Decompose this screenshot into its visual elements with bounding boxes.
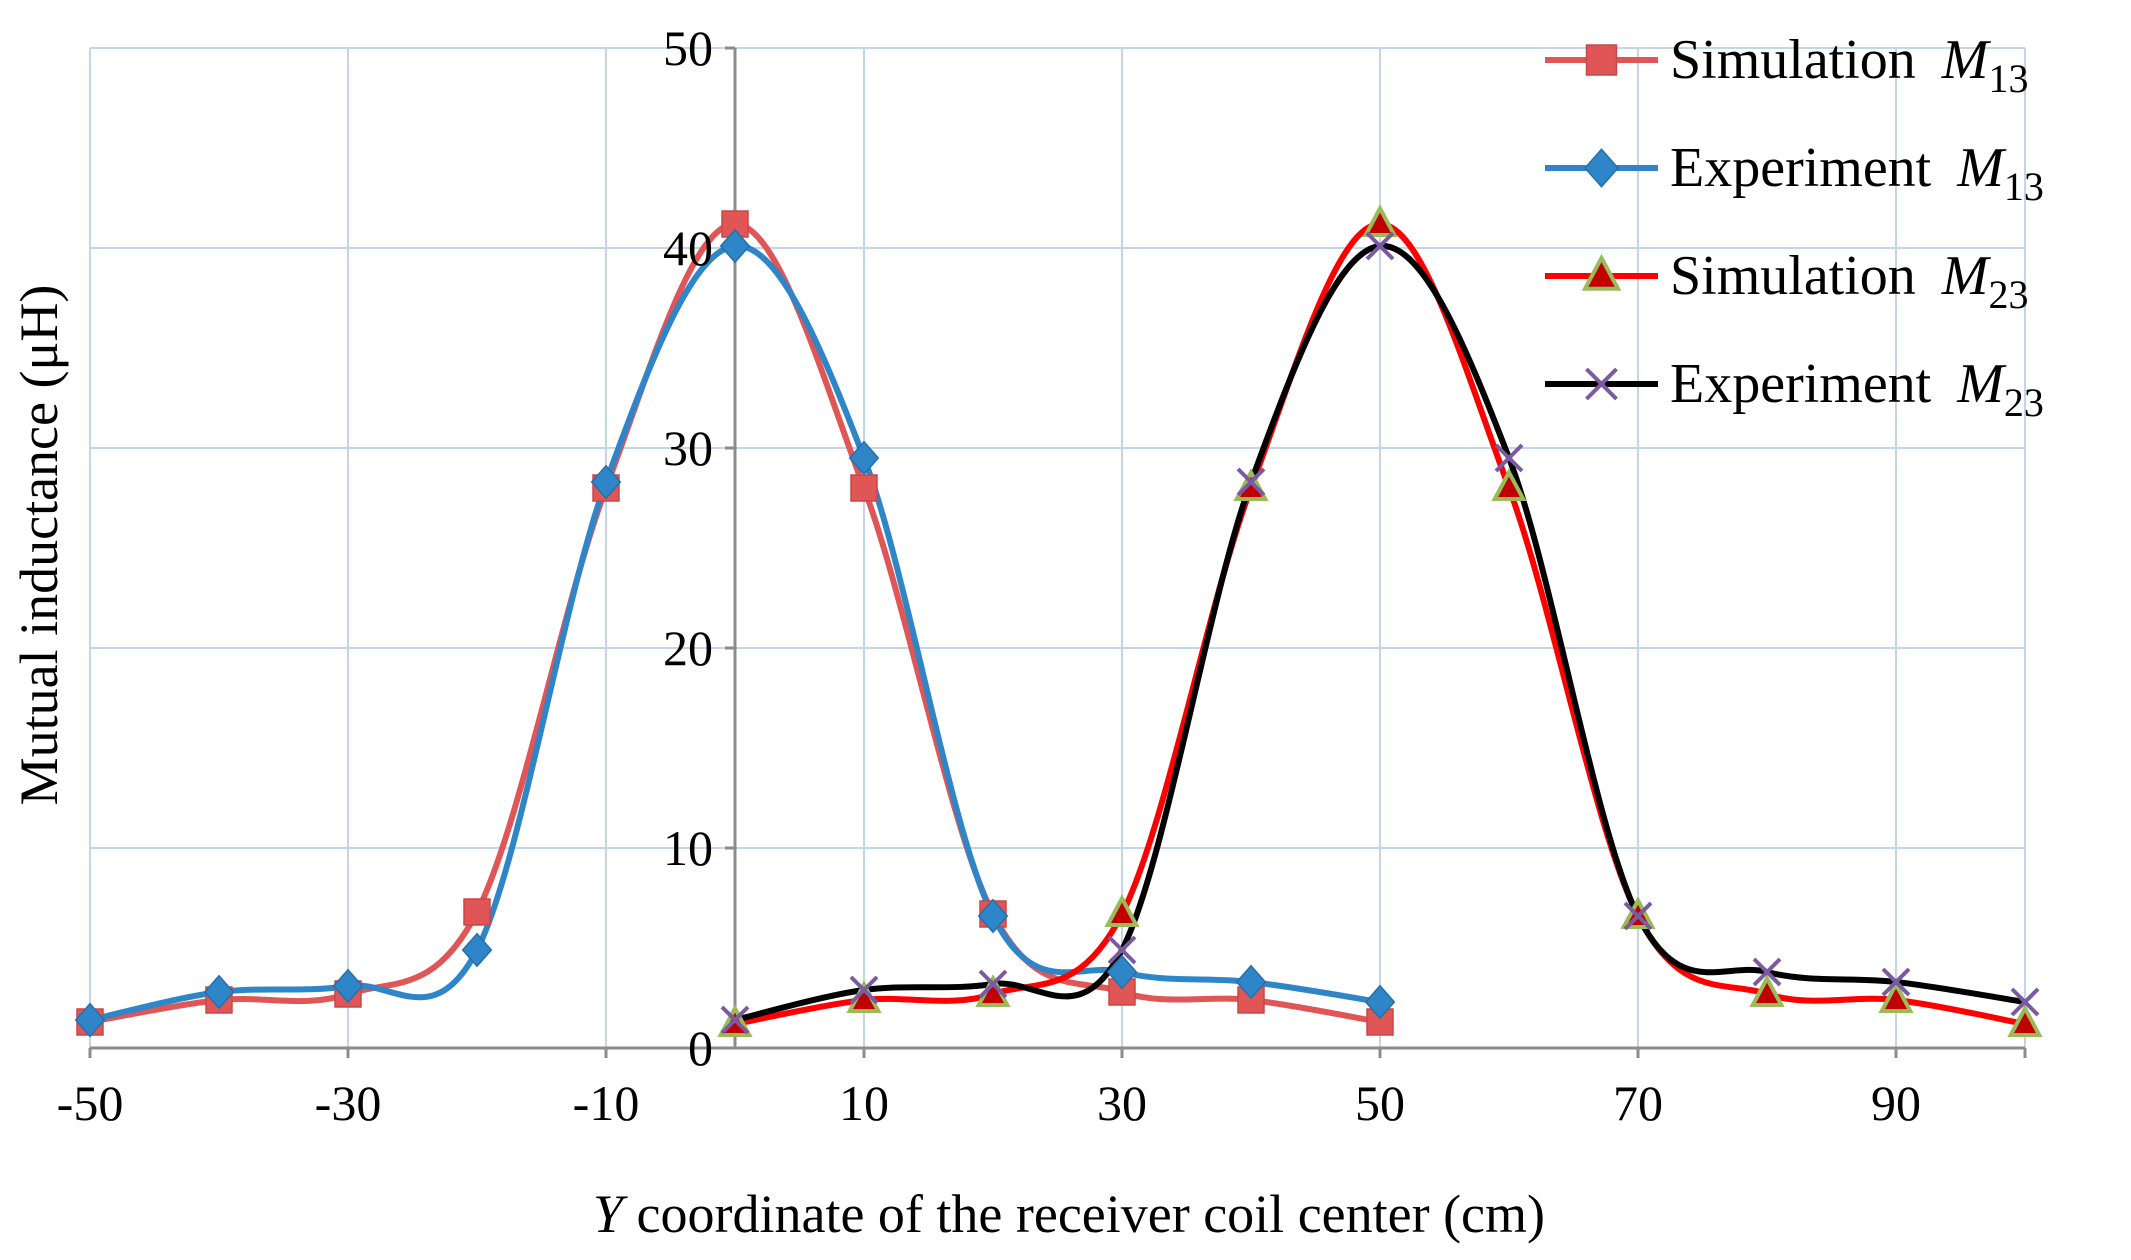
series-4-point-70 — [1623, 901, 1653, 931]
series-2-point-0 — [719, 228, 751, 264]
series-markers-3 — [717, 204, 2043, 1038]
series-lines — [87, 221, 2028, 1027]
legend-label-2: Experiment M13 — [1670, 137, 2044, 209]
series-4-point-90-stroke-b — [1881, 967, 1911, 997]
series-4-point-40 — [1236, 467, 1266, 497]
series-1-point-0 — [721, 210, 749, 238]
legend-label-name-3: Simulation — [1670, 245, 1930, 307]
series-3-point-30 — [1104, 894, 1140, 928]
legend-item-1: Simulation M13 — [1545, 29, 2028, 101]
legend-label-math-2: M — [1956, 137, 2007, 199]
series-markers — [74, 204, 2043, 1038]
series-4-point-50 — [1365, 231, 1395, 261]
series-4-point-20 — [978, 969, 1008, 999]
legend-marker-4 — [1585, 367, 1618, 401]
series-2-point-30 — [1106, 954, 1138, 990]
legend-label-sub-4: 23 — [2004, 380, 2044, 425]
x-tick-label-10: 10 — [839, 1075, 889, 1131]
y-tick-label-50: 50 — [663, 20, 713, 76]
series-4-point-60 — [1494, 443, 1524, 473]
series-3-point-100 — [2007, 1004, 2043, 1038]
y-axis-title: Mutual inductance (μH) — [9, 285, 69, 806]
x-axis-title: Y coordinate of the receiver coil center… — [593, 1184, 1545, 1244]
series-4-point-100-stroke-b — [2010, 987, 2040, 1017]
x-tick-label-30: 30 — [1097, 1075, 1147, 1131]
series-2-point--20 — [461, 932, 493, 968]
series-markers-4 — [720, 231, 2040, 1035]
series-3-point-50 — [1362, 204, 1398, 238]
series-1-point--20 — [463, 898, 491, 926]
series-2-point-20 — [977, 898, 1009, 934]
legend-label-sub-3: 23 — [1988, 272, 2028, 317]
series-4-point-80-stroke-b — [1752, 957, 1782, 987]
series-2-point-40 — [1235, 964, 1267, 1000]
series-3-point-80 — [1749, 974, 1785, 1008]
legend-marker-3 — [1581, 253, 1622, 291]
legend-label-math-3: M — [1941, 245, 1992, 307]
axes — [88, 46, 2027, 1058]
series-4-point-70-stroke-b — [1623, 901, 1653, 931]
x-tick-label--10: -10 — [573, 1075, 640, 1131]
y-tick-label-30: 30 — [663, 420, 713, 476]
series-3-point-90 — [1878, 980, 1914, 1014]
series-markers-2 — [74, 228, 1396, 1038]
x-tick-label-90: 90 — [1871, 1075, 1921, 1131]
legend-marker-4-stroke-b — [1585, 367, 1618, 401]
series-4-point-10-stroke-b — [849, 975, 879, 1005]
series-4-point-0-stroke-b — [720, 1005, 750, 1035]
series-4-point-90 — [1881, 967, 1911, 997]
series-4-point-40-stroke-b — [1236, 467, 1266, 497]
legend-label-name-1: Simulation — [1670, 29, 1930, 91]
legend-label-1: Simulation M13 — [1670, 29, 2028, 101]
x-tick-label-70: 70 — [1613, 1075, 1663, 1131]
series-3-point-40 — [1233, 468, 1269, 502]
y-tick-label-40: 40 — [663, 220, 713, 276]
x-tick-label--30: -30 — [315, 1075, 382, 1131]
legend-label-math-1: M — [1941, 29, 1992, 91]
legend-marker-2 — [1584, 148, 1619, 188]
x-axis-title-text: coordinate of the receiver coil center (… — [623, 1184, 1545, 1244]
series-2-point-10 — [848, 440, 880, 476]
y-tick-label-0: 0 — [688, 1020, 713, 1076]
series-4-point-50-stroke-b — [1365, 231, 1395, 261]
series-2-point--40 — [203, 974, 235, 1010]
series-3-point-60 — [1491, 468, 1527, 502]
series-4-point-30 — [1107, 935, 1137, 965]
series-4-point-80 — [1752, 957, 1782, 987]
series-4-point-20-stroke-b — [978, 969, 1008, 999]
legend-item-3: Simulation M23 — [1545, 245, 2028, 317]
legend-label-name-4: Experiment — [1670, 353, 1945, 415]
tick-labels: -50 -30 -10 10 30 50 70 90 0 10 20 30 40 50 — [57, 20, 1921, 1131]
series-4-point-0 — [720, 1005, 750, 1035]
legend-item-2: Experiment M13 — [1545, 137, 2044, 209]
x-axis-title-variable: Y — [593, 1184, 628, 1244]
series-4-point-100 — [2010, 987, 2040, 1017]
series-4-point-60-stroke-b — [1494, 443, 1524, 473]
x-tick-label--50: -50 — [57, 1075, 124, 1131]
y-tick-label-20: 20 — [663, 620, 713, 676]
legend-item-4: Experiment M23 — [1545, 353, 2044, 425]
legend-label-sub-2: 13 — [2004, 164, 2044, 209]
series-2-point-50 — [1364, 984, 1396, 1020]
legend-label-sub-1: 13 — [1988, 56, 2028, 101]
y-tick-label-10: 10 — [663, 820, 713, 876]
series-2-point--50 — [74, 1002, 106, 1038]
series-4-point-30-stroke-b — [1107, 935, 1137, 965]
series-4-point-10 — [849, 975, 879, 1005]
legend-label-4: Experiment M23 — [1670, 353, 2044, 425]
series-2-point--30 — [332, 968, 364, 1004]
x-tick-label-50: 50 — [1355, 1075, 1405, 1131]
series-1-point-10 — [850, 474, 878, 502]
legend-label-3: Simulation M23 — [1670, 245, 2028, 317]
series-2-point--10 — [590, 464, 622, 500]
legend-label-name-2: Experiment — [1670, 137, 1945, 199]
legend-label-math-4: M — [1956, 353, 2007, 415]
legend-marker-1 — [1585, 44, 1618, 76]
